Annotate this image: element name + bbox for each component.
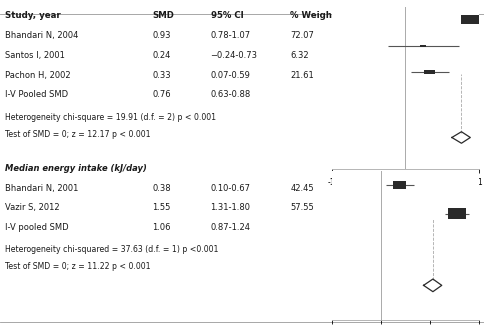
Text: 0.93: 0.93 bbox=[152, 31, 171, 40]
Text: I-V Pooled SMD: I-V Pooled SMD bbox=[5, 90, 68, 99]
Bar bbox=[448, 209, 466, 219]
Text: 0.38: 0.38 bbox=[152, 184, 171, 193]
Text: I-V pooled SMD: I-V pooled SMD bbox=[5, 223, 68, 232]
Text: Study, year: Study, year bbox=[5, 11, 60, 20]
Text: Test of SMD = 0; z = 11.22 p < 0.001: Test of SMD = 0; z = 11.22 p < 0.001 bbox=[5, 262, 151, 271]
Bar bbox=[420, 45, 426, 47]
Text: −0.24-0.73: −0.24-0.73 bbox=[211, 51, 257, 60]
Text: SMD: SMD bbox=[152, 11, 174, 20]
Text: 0.33: 0.33 bbox=[152, 71, 171, 79]
Text: 42.45: 42.45 bbox=[290, 184, 314, 193]
Text: 1.06: 1.06 bbox=[152, 223, 171, 232]
Text: 0.78-1.07: 0.78-1.07 bbox=[211, 31, 251, 40]
Text: Forest plot: Forest plot bbox=[334, 11, 388, 20]
Text: Median energy intake (kJ/day): Median energy intake (kJ/day) bbox=[5, 164, 147, 173]
Text: Bhandari N, 2004: Bhandari N, 2004 bbox=[5, 31, 78, 40]
Text: 0.87-1.24: 0.87-1.24 bbox=[211, 223, 251, 232]
Text: 0.07-0.59: 0.07-0.59 bbox=[211, 71, 250, 79]
Text: 57.55: 57.55 bbox=[290, 203, 314, 212]
Text: % Weight: % Weight bbox=[290, 11, 336, 20]
Bar bbox=[424, 70, 435, 74]
Text: Heterogeneity chi-square = 19.91 (d.f. = 2) p < 0.001: Heterogeneity chi-square = 19.91 (d.f. =… bbox=[5, 113, 216, 122]
Text: 0.24: 0.24 bbox=[152, 51, 171, 60]
Text: Santos I, 2001: Santos I, 2001 bbox=[5, 51, 65, 60]
Text: Bhandari N, 2001: Bhandari N, 2001 bbox=[5, 184, 78, 193]
Text: 72.07: 72.07 bbox=[290, 31, 314, 40]
Text: 6.32: 6.32 bbox=[290, 51, 309, 60]
Text: 0.76: 0.76 bbox=[152, 90, 171, 99]
Text: 21.61: 21.61 bbox=[290, 71, 314, 79]
Text: 1.31-1.80: 1.31-1.80 bbox=[211, 203, 251, 212]
Text: 95% CI: 95% CI bbox=[211, 11, 243, 20]
Bar bbox=[461, 15, 484, 24]
Bar bbox=[393, 181, 407, 189]
Text: 1.55: 1.55 bbox=[152, 203, 171, 212]
Text: Pachon H, 2002: Pachon H, 2002 bbox=[5, 71, 71, 79]
Text: Test of SMD = 0; z = 12.17 p < 0.001: Test of SMD = 0; z = 12.17 p < 0.001 bbox=[5, 130, 151, 139]
Text: Vazir S, 2012: Vazir S, 2012 bbox=[5, 203, 60, 212]
Text: Heterogeneity chi-squared = 37.63 (d.f. = 1) p <0.001: Heterogeneity chi-squared = 37.63 (d.f. … bbox=[5, 245, 218, 254]
Text: 0.63-0.88: 0.63-0.88 bbox=[211, 90, 251, 99]
Text: 0.10-0.67: 0.10-0.67 bbox=[211, 184, 251, 193]
